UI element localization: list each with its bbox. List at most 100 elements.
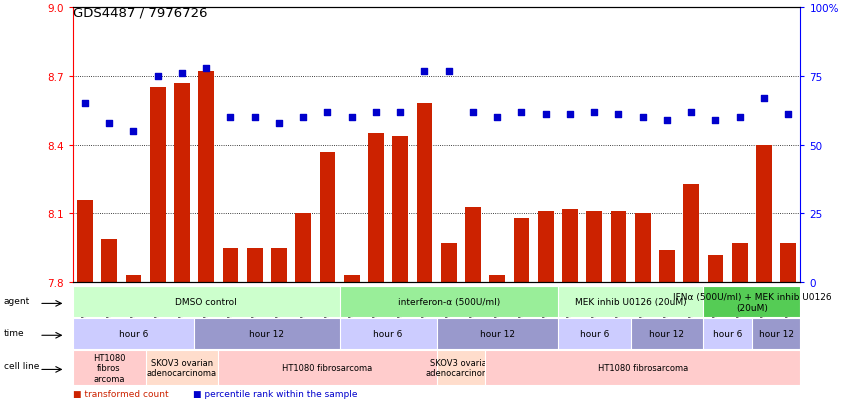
FancyBboxPatch shape bbox=[704, 287, 800, 318]
Text: hour 12: hour 12 bbox=[650, 330, 685, 338]
FancyBboxPatch shape bbox=[558, 318, 631, 349]
Point bbox=[563, 112, 577, 119]
Text: hour 12: hour 12 bbox=[758, 330, 794, 338]
Bar bbox=[756, 145, 772, 282]
Point bbox=[223, 115, 237, 121]
Bar bbox=[610, 211, 627, 282]
Text: cell line: cell line bbox=[3, 361, 39, 370]
Text: SKOV3 ovarian
adenocarcinoma: SKOV3 ovarian adenocarcinoma bbox=[425, 358, 496, 377]
Text: HT1080
fibros
arcoma: HT1080 fibros arcoma bbox=[93, 353, 125, 382]
Point bbox=[611, 112, 625, 119]
Point bbox=[369, 109, 383, 116]
Text: MEK inhib U0126 (20uM): MEK inhib U0126 (20uM) bbox=[574, 298, 687, 306]
Text: hour 6: hour 6 bbox=[119, 330, 148, 338]
FancyBboxPatch shape bbox=[485, 350, 800, 385]
FancyBboxPatch shape bbox=[437, 318, 558, 349]
Bar bbox=[368, 134, 383, 282]
Text: agent: agent bbox=[3, 296, 30, 305]
FancyBboxPatch shape bbox=[73, 350, 146, 385]
Bar bbox=[150, 88, 165, 282]
Point bbox=[684, 109, 698, 116]
FancyBboxPatch shape bbox=[704, 318, 752, 349]
Point bbox=[151, 74, 164, 80]
Bar bbox=[174, 84, 190, 282]
Point bbox=[636, 115, 650, 121]
Bar bbox=[417, 104, 432, 282]
Bar bbox=[247, 248, 263, 282]
Bar bbox=[562, 209, 578, 282]
Point bbox=[247, 115, 261, 121]
Text: hour 12: hour 12 bbox=[479, 330, 514, 338]
FancyBboxPatch shape bbox=[752, 318, 800, 349]
Bar bbox=[441, 244, 456, 282]
Point bbox=[272, 120, 286, 127]
FancyBboxPatch shape bbox=[73, 318, 194, 349]
Point bbox=[466, 109, 479, 116]
Bar bbox=[465, 207, 481, 282]
Bar bbox=[635, 214, 651, 282]
Bar bbox=[781, 244, 796, 282]
Text: HT1080 fibrosarcoma: HT1080 fibrosarcoma bbox=[597, 363, 688, 372]
Text: ■ percentile rank within the sample: ■ percentile rank within the sample bbox=[193, 389, 357, 398]
Point bbox=[733, 115, 746, 121]
Bar bbox=[392, 136, 408, 282]
Point bbox=[393, 109, 407, 116]
FancyBboxPatch shape bbox=[340, 287, 558, 318]
Text: SKOV3 ovarian
adenocarcinoma: SKOV3 ovarian adenocarcinoma bbox=[147, 358, 217, 377]
Bar bbox=[77, 200, 92, 282]
Point bbox=[538, 112, 552, 119]
FancyBboxPatch shape bbox=[218, 350, 437, 385]
Bar bbox=[319, 152, 336, 282]
Text: IFNα (500U/ml) + MEK inhib U0126
(20uM): IFNα (500U/ml) + MEK inhib U0126 (20uM) bbox=[673, 292, 831, 312]
Point bbox=[418, 68, 431, 75]
Text: GDS4487 / 7976726: GDS4487 / 7976726 bbox=[73, 6, 207, 19]
Point bbox=[587, 109, 601, 116]
Point bbox=[709, 117, 722, 124]
Bar bbox=[126, 275, 141, 282]
Bar bbox=[295, 214, 311, 282]
Bar bbox=[223, 248, 238, 282]
Bar bbox=[586, 211, 602, 282]
Bar bbox=[659, 251, 675, 282]
Text: hour 12: hour 12 bbox=[249, 330, 284, 338]
Point bbox=[199, 65, 213, 72]
Point bbox=[757, 95, 770, 102]
Text: time: time bbox=[3, 328, 24, 337]
Point bbox=[103, 120, 116, 127]
Point bbox=[175, 71, 188, 77]
Point bbox=[296, 115, 310, 121]
Bar bbox=[708, 255, 723, 282]
FancyBboxPatch shape bbox=[631, 318, 704, 349]
Point bbox=[442, 68, 455, 75]
FancyBboxPatch shape bbox=[558, 287, 704, 318]
FancyBboxPatch shape bbox=[437, 350, 485, 385]
Point bbox=[490, 115, 504, 121]
FancyBboxPatch shape bbox=[73, 287, 340, 318]
Text: hour 6: hour 6 bbox=[373, 330, 402, 338]
Point bbox=[660, 117, 674, 124]
Bar bbox=[199, 72, 214, 282]
Text: DMSO control: DMSO control bbox=[175, 298, 237, 306]
Point bbox=[514, 109, 528, 116]
Point bbox=[78, 101, 92, 107]
Bar bbox=[514, 218, 529, 282]
Text: hour 6: hour 6 bbox=[580, 330, 609, 338]
Text: hour 6: hour 6 bbox=[713, 330, 742, 338]
FancyBboxPatch shape bbox=[194, 318, 340, 349]
Text: HT1080 fibrosarcoma: HT1080 fibrosarcoma bbox=[282, 363, 372, 372]
Bar bbox=[683, 184, 699, 282]
Point bbox=[320, 109, 334, 116]
Text: ■ transformed count: ■ transformed count bbox=[73, 389, 169, 398]
FancyBboxPatch shape bbox=[146, 350, 218, 385]
Bar bbox=[344, 275, 360, 282]
Point bbox=[782, 112, 795, 119]
Bar bbox=[538, 211, 554, 282]
Text: interferon-α (500U/ml): interferon-α (500U/ml) bbox=[397, 298, 500, 306]
Bar bbox=[101, 239, 117, 282]
Point bbox=[127, 128, 140, 135]
Bar bbox=[490, 275, 505, 282]
Bar bbox=[732, 244, 747, 282]
FancyBboxPatch shape bbox=[340, 318, 437, 349]
Point bbox=[345, 115, 359, 121]
Bar bbox=[271, 248, 287, 282]
